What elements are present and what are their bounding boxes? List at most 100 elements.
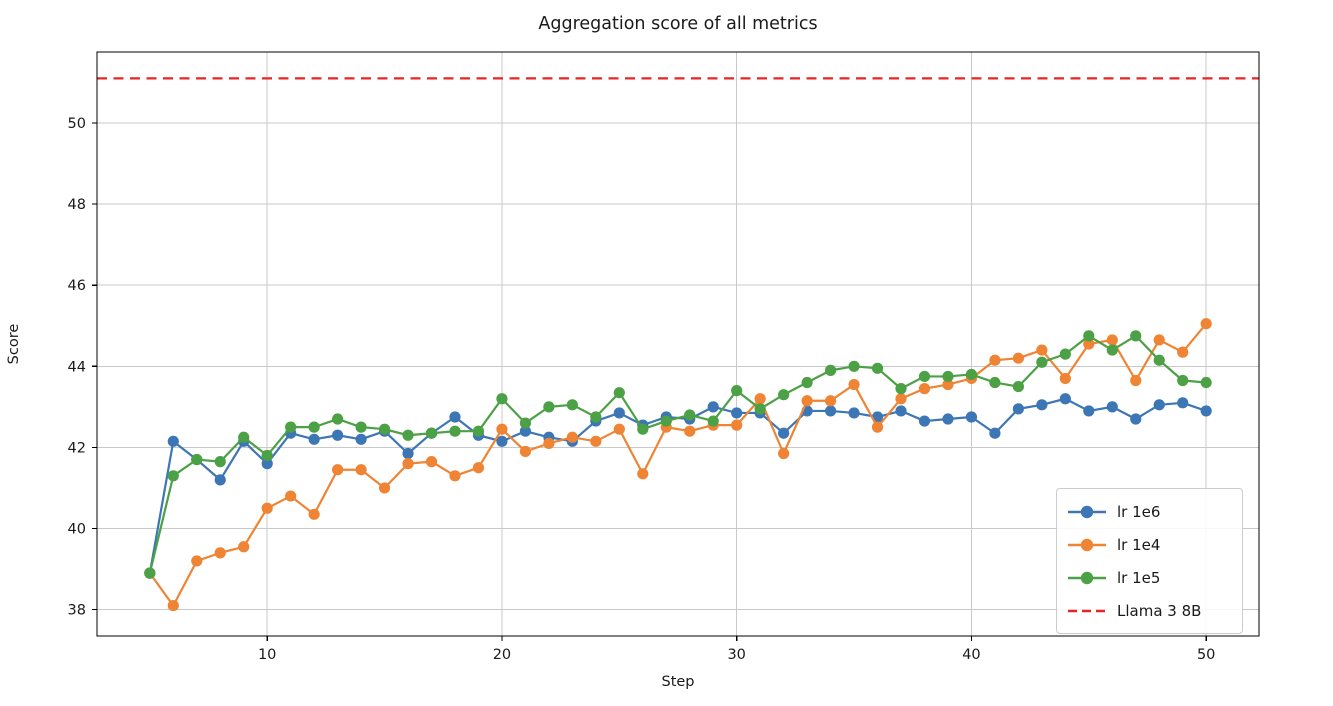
y-tick-label: 46: [68, 278, 86, 294]
data-point-lr-1e5: [214, 456, 226, 468]
data-point-lr-1e5: [496, 393, 508, 405]
data-point-lr-1e6: [332, 429, 344, 441]
data-point-lr-1e4: [918, 383, 931, 395]
series-lr-1e4: [144, 318, 1212, 612]
data-point-lr-1e5: [1200, 376, 1212, 389]
data-point-lr-1e4: [402, 458, 414, 470]
legend-item: Llama 3 8B: [1057, 594, 1242, 627]
data-point-lr-1e6: [613, 407, 625, 419]
data-point-lr-1e6: [965, 411, 978, 423]
data-point-lr-1e4: [1106, 334, 1118, 346]
legend: lr 1e6 lr 1e4 lr 1e5 Llama 3 8B: [1056, 488, 1243, 634]
data-point-lr-1e5: [1153, 354, 1165, 366]
data-point-lr-1e6: [707, 401, 719, 413]
data-point-lr-1e6: [1130, 413, 1142, 425]
x-tick-label: 50: [1197, 647, 1215, 663]
data-point-lr-1e6: [1106, 401, 1118, 413]
data-point-lr-1e5: [402, 429, 414, 441]
y-tick-label: 42: [68, 440, 86, 456]
data-point-lr-1e4: [989, 354, 1001, 366]
data-point-lr-1e5: [308, 421, 320, 433]
y-tick-label: 50: [68, 116, 86, 132]
data-point-lr-1e5: [1012, 380, 1024, 393]
ticks: [92, 122, 1207, 641]
x-tick-label: 10: [258, 647, 276, 663]
data-point-lr-1e4: [895, 393, 907, 405]
axes-box: [96, 51, 1260, 637]
data-point-lr-1e4: [308, 508, 320, 520]
data-point-lr-1e5: [261, 449, 273, 462]
legend-item-label: Llama 3 8B: [1117, 601, 1202, 620]
grid: [97, 52, 1259, 636]
data-point-lr-1e5: [191, 453, 203, 466]
data-point-lr-1e6: [1036, 399, 1048, 411]
data-point-lr-1e4: [214, 547, 226, 559]
data-point-lr-1e5: [425, 427, 438, 439]
data-point-lr-1e5: [1130, 330, 1142, 342]
data-point-lr-1e6: [308, 433, 320, 445]
legend-item: lr 1e5: [1057, 561, 1242, 594]
data-point-lr-1e4: [684, 425, 696, 437]
data-point-lr-1e4: [332, 464, 344, 476]
data-point-lr-1e4: [824, 395, 837, 407]
y-tick-label: 44: [68, 359, 86, 375]
data-point-lr-1e5: [519, 417, 532, 429]
data-point-lr-1e5: [543, 401, 555, 413]
chart-title: Aggregation score of all metrics: [538, 14, 818, 34]
data-point-lr-1e5: [754, 403, 766, 415]
data-point-lr-1e5: [965, 368, 978, 381]
data-point-lr-1e5: [332, 413, 344, 425]
data-point-lr-1e4: [519, 445, 532, 458]
legend-item: lr 1e6: [1057, 495, 1242, 528]
data-point-lr-1e5: [590, 411, 602, 423]
data-point-lr-1e4: [449, 470, 461, 482]
data-point-lr-1e6: [261, 458, 273, 470]
data-point-lr-1e5: [918, 370, 931, 383]
data-point-lr-1e4: [1083, 338, 1095, 350]
data-point-lr-1e5: [449, 425, 461, 437]
data-point-lr-1e6: [1012, 403, 1024, 415]
series-lr-1e6: [144, 393, 1212, 579]
data-point-lr-1e4: [543, 437, 555, 449]
data-point-lr-1e6: [519, 425, 532, 437]
data-point-lr-1e5: [778, 389, 790, 401]
x-tick-label: 30: [727, 647, 745, 663]
data-point-lr-1e4: [613, 423, 625, 435]
data-point-lr-1e5: [731, 385, 743, 397]
data-point-lr-1e5: [1177, 374, 1189, 387]
data-point-lr-1e5: [167, 470, 179, 482]
data-point-lr-1e4: [472, 462, 485, 474]
data-point-lr-1e6: [1200, 405, 1212, 417]
data-point-lr-1e5: [824, 364, 837, 376]
legend-line-marker-sample: [1068, 571, 1106, 584]
data-point-lr-1e6: [1083, 405, 1095, 417]
legend-line-marker-sample: [1068, 505, 1106, 518]
data-point-lr-1e6: [989, 427, 1001, 439]
data-point-lr-1e6: [918, 415, 931, 427]
data-point-lr-1e4: [590, 435, 602, 447]
data-point-lr-1e4: [731, 419, 743, 431]
data-point-lr-1e5: [660, 415, 672, 427]
data-point-lr-1e6: [1177, 397, 1189, 409]
data-point-lr-1e5: [707, 415, 719, 427]
legend-item-label: lr 1e5: [1117, 568, 1161, 587]
data-point-lr-1e4: [1012, 352, 1024, 364]
data-point-lr-1e5: [285, 421, 297, 433]
data-point-lr-1e5: [1106, 344, 1118, 356]
data-point-lr-1e6: [895, 405, 907, 417]
data-point-lr-1e6: [214, 474, 226, 486]
data-point-lr-1e5: [801, 376, 813, 389]
data-point-lr-1e6: [778, 427, 790, 439]
data-point-lr-1e6: [167, 435, 179, 447]
legend-item: lr 1e4: [1057, 528, 1242, 561]
data-point-lr-1e6: [355, 433, 367, 445]
data-point-lr-1e6: [824, 405, 837, 417]
data-point-lr-1e4: [942, 378, 954, 391]
data-point-lr-1e6: [731, 407, 743, 419]
data-point-lr-1e4: [496, 423, 508, 435]
data-point-lr-1e4: [1177, 346, 1189, 358]
data-point-lr-1e4: [1153, 334, 1165, 346]
y-tick-label: 40: [68, 522, 86, 538]
data-point-lr-1e4: [238, 541, 250, 553]
data-point-lr-1e5: [144, 567, 156, 579]
